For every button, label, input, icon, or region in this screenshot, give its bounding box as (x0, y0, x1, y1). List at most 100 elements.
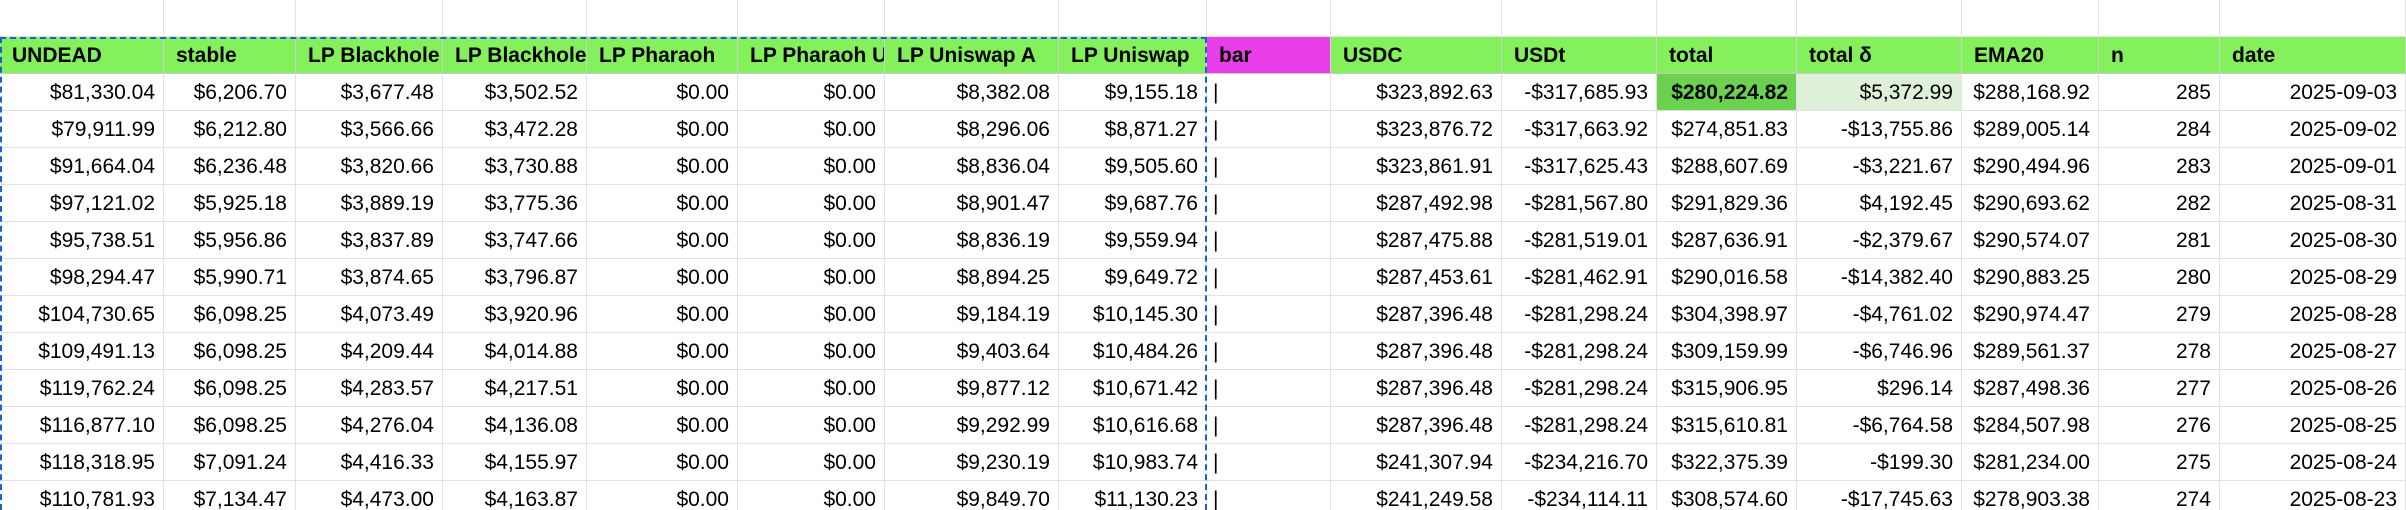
cell-lp-uniswap-a[interactable]: $9,230.19 (885, 444, 1059, 481)
cell-undead[interactable]: $79,911.99 (0, 111, 164, 148)
cell-date[interactable]: 2025-08-24 (2220, 444, 2406, 481)
cell-lp-uniswap-b[interactable]: $9,687.76 (1059, 185, 1207, 222)
cell-undead[interactable]: $118,318.95 (0, 444, 164, 481)
cell-lp-uniswap-a[interactable]: $8,836.04 (885, 148, 1059, 185)
header-stable[interactable]: stable (164, 37, 296, 74)
cell-lp-pharaoh-a[interactable]: $0.00 (587, 222, 738, 259)
cell-usdt[interactable]: -$234,216.70 (1502, 444, 1657, 481)
cell-lp-pharaoh-un[interactable]: $0.00 (738, 148, 885, 185)
cell-date[interactable]: 2025-08-30 (2220, 222, 2406, 259)
cell-total[interactable]: $315,906.95 (1657, 370, 1797, 407)
cell-lp-blackhole-a[interactable]: $3,889.19 (296, 185, 443, 222)
cell-lp-blackhole-b[interactable]: $3,920.96 (443, 296, 587, 333)
cell-usdt[interactable]: -$281,519.01 (1502, 222, 1657, 259)
cell-stable[interactable]: $7,134.47 (164, 481, 296, 510)
cell-lp-blackhole-a[interactable]: $3,820.66 (296, 148, 443, 185)
cell-lp-uniswap-b[interactable]: $10,671.42 (1059, 370, 1207, 407)
cell-ema20[interactable]: $278,903.38 (1962, 481, 2099, 510)
cell-bar[interactable]: | (1207, 148, 1331, 185)
cell-lp-blackhole-b[interactable]: $4,155.97 (443, 444, 587, 481)
cell[interactable] (1657, 0, 1797, 37)
cell-lp-uniswap-a[interactable]: $9,403.64 (885, 333, 1059, 370)
cell-total-delta[interactable]: -$17,745.63 (1797, 481, 1962, 510)
cell-undead[interactable]: $81,330.04 (0, 74, 164, 111)
cell-lp-pharaoh-un[interactable]: $0.00 (738, 333, 885, 370)
cell-lp-pharaoh-un[interactable]: $0.00 (738, 296, 885, 333)
cell-ema20[interactable]: $287,498.36 (1962, 370, 2099, 407)
cell-date[interactable]: 2025-08-23 (2220, 481, 2406, 510)
cell-lp-uniswap-a[interactable]: $8,382.08 (885, 74, 1059, 111)
cell-usdt[interactable]: -$281,462.91 (1502, 259, 1657, 296)
cell[interactable] (738, 0, 885, 37)
cell-lp-pharaoh-a[interactable]: $0.00 (587, 185, 738, 222)
cell-ema20[interactable]: $289,005.14 (1962, 111, 2099, 148)
cell-total[interactable]: $291,829.36 (1657, 185, 1797, 222)
cell-lp-blackhole-b[interactable]: $4,014.88 (443, 333, 587, 370)
cell-lp-pharaoh-a[interactable]: $0.00 (587, 333, 738, 370)
cell-total[interactable]: $315,610.81 (1657, 407, 1797, 444)
cell[interactable] (2099, 0, 2220, 37)
cell-stable[interactable]: $6,098.25 (164, 333, 296, 370)
cell-usdt[interactable]: -$317,663.92 (1502, 111, 1657, 148)
cell-stable[interactable]: $6,098.25 (164, 370, 296, 407)
cell-n[interactable]: 284 (2099, 111, 2220, 148)
cell-lp-uniswap-a[interactable]: $8,901.47 (885, 185, 1059, 222)
cell-lp-blackhole-a[interactable]: $4,073.49 (296, 296, 443, 333)
cell-n[interactable]: 282 (2099, 185, 2220, 222)
cell-lp-blackhole-a[interactable]: $3,874.65 (296, 259, 443, 296)
cell-usdc[interactable]: $287,453.61 (1331, 259, 1502, 296)
cell[interactable] (2220, 0, 2406, 37)
cell-lp-blackhole-b[interactable]: $4,163.87 (443, 481, 587, 510)
cell-lp-pharaoh-un[interactable]: $0.00 (738, 185, 885, 222)
cell-stable[interactable]: $6,098.25 (164, 407, 296, 444)
cell-lp-uniswap-a[interactable]: $9,849.70 (885, 481, 1059, 510)
cell[interactable] (1207, 0, 1331, 37)
cell-date[interactable]: 2025-09-03 (2220, 74, 2406, 111)
cell-undead[interactable]: $119,762.24 (0, 370, 164, 407)
cell-usdt[interactable]: -$317,625.43 (1502, 148, 1657, 185)
cell-total[interactable]: $288,607.69 (1657, 148, 1797, 185)
header-lp-uniswap-a[interactable]: LP Uniswap A (885, 37, 1059, 74)
header-lp-pharaoh-a[interactable]: LP Pharaoh (587, 37, 738, 74)
cell-undead[interactable]: $109,491.13 (0, 333, 164, 370)
cell-undead[interactable]: $95,738.51 (0, 222, 164, 259)
cell-lp-blackhole-b[interactable]: $3,775.36 (443, 185, 587, 222)
cell-lp-uniswap-a[interactable]: $8,894.25 (885, 259, 1059, 296)
cell-undead[interactable]: $97,121.02 (0, 185, 164, 222)
cell-n[interactable]: 277 (2099, 370, 2220, 407)
cell-ema20[interactable]: $288,168.92 (1962, 74, 2099, 111)
cell-lp-blackhole-b[interactable]: $4,136.08 (443, 407, 587, 444)
cell-total-delta[interactable]: $4,192.45 (1797, 185, 1962, 222)
cell-total[interactable]: $304,398.97 (1657, 296, 1797, 333)
cell-lp-pharaoh-a[interactable]: $0.00 (587, 296, 738, 333)
header-date[interactable]: date (2220, 37, 2406, 74)
cell[interactable] (1331, 0, 1502, 37)
cell-date[interactable]: 2025-09-01 (2220, 148, 2406, 185)
cell-bar[interactable]: | (1207, 296, 1331, 333)
cell-bar[interactable]: | (1207, 259, 1331, 296)
cell[interactable] (587, 0, 738, 37)
header-total-delta[interactable]: total δ (1797, 37, 1962, 74)
cell-lp-uniswap-a[interactable]: $9,184.19 (885, 296, 1059, 333)
header-total[interactable]: total (1657, 37, 1797, 74)
cell-ema20[interactable]: $290,494.96 (1962, 148, 2099, 185)
cell-lp-blackhole-a[interactable]: $3,566.66 (296, 111, 443, 148)
cell-total-delta[interactable]: -$4,761.02 (1797, 296, 1962, 333)
cell-ema20[interactable]: $284,507.98 (1962, 407, 2099, 444)
cell-date[interactable]: 2025-08-29 (2220, 259, 2406, 296)
cell-lp-pharaoh-a[interactable]: $0.00 (587, 444, 738, 481)
cell-usdc[interactable]: $323,861.91 (1331, 148, 1502, 185)
cell-n[interactable]: 279 (2099, 296, 2220, 333)
cell-bar[interactable]: | (1207, 407, 1331, 444)
cell-date[interactable]: 2025-09-02 (2220, 111, 2406, 148)
cell-bar[interactable]: | (1207, 370, 1331, 407)
cell-lp-pharaoh-un[interactable]: $0.00 (738, 74, 885, 111)
header-lp-blackhole-a[interactable]: LP Blackhole (296, 37, 443, 74)
cell-lp-blackhole-a[interactable]: $4,416.33 (296, 444, 443, 481)
header-usdt[interactable]: USDt (1502, 37, 1657, 74)
cell-total[interactable]: $322,375.39 (1657, 444, 1797, 481)
cell-total-delta[interactable]: -$6,746.96 (1797, 333, 1962, 370)
cell-date[interactable]: 2025-08-28 (2220, 296, 2406, 333)
cell[interactable] (1797, 0, 1962, 37)
